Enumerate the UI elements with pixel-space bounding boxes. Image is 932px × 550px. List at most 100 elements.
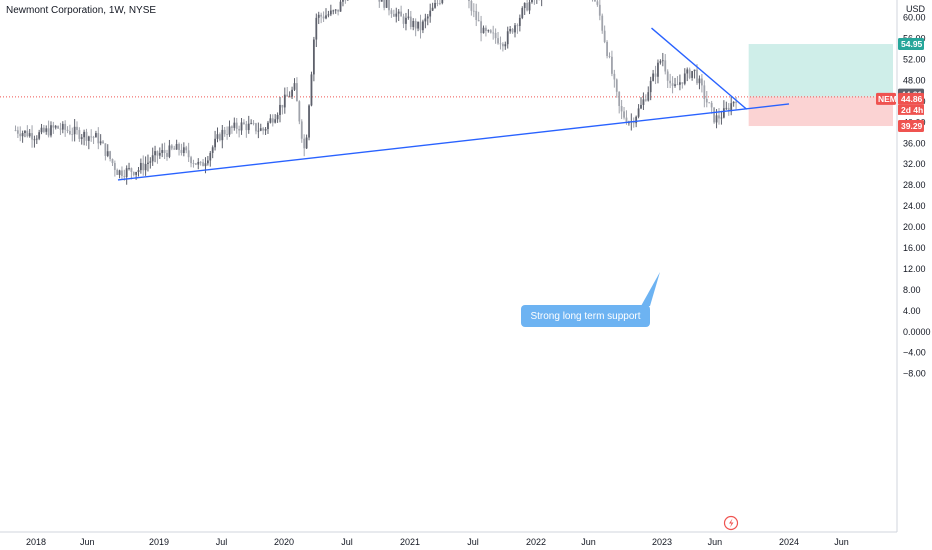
candle	[202, 158, 204, 167]
candle	[57, 125, 59, 129]
candle	[317, 11, 320, 25]
candle	[231, 125, 233, 134]
annotation-pointer	[641, 272, 660, 306]
candle	[378, 0, 381, 8]
candle	[649, 76, 652, 101]
candle	[102, 140, 104, 144]
y-tick-label: 60.00	[903, 13, 926, 23]
candle	[536, 0, 538, 4]
candle	[61, 121, 64, 134]
candle	[125, 165, 128, 185]
position-zones	[748, 44, 893, 127]
candle	[514, 23, 516, 38]
candle	[109, 150, 112, 162]
candle	[720, 110, 723, 125]
svg-text:44.86: 44.86	[901, 94, 923, 104]
x-tick-label: Jul	[341, 537, 353, 547]
y-tick-label: 16.00	[903, 243, 926, 253]
candle	[211, 145, 214, 159]
candle	[59, 122, 62, 135]
candle	[438, 0, 441, 6]
candle	[26, 125, 29, 138]
candle	[494, 28, 497, 44]
candle	[262, 126, 265, 135]
candle	[705, 91, 708, 108]
candle	[385, 0, 388, 9]
candle	[71, 127, 74, 142]
y-tick-label: 36.00	[903, 138, 926, 148]
x-tick-label: Jul	[216, 537, 228, 547]
candle	[485, 25, 487, 37]
candle	[116, 168, 119, 175]
candle	[412, 18, 415, 31]
candles	[14, 0, 737, 185]
candle	[87, 135, 90, 150]
candle	[204, 157, 207, 174]
candle	[173, 145, 176, 150]
candle	[274, 114, 277, 124]
candle	[166, 149, 168, 161]
candle	[218, 132, 221, 142]
candle	[154, 145, 156, 163]
lightning-icon[interactable]	[723, 515, 739, 531]
candle	[407, 9, 410, 20]
candle	[192, 159, 195, 168]
candle	[674, 77, 676, 88]
candle	[434, 0, 436, 9]
candle	[182, 142, 185, 157]
candle	[187, 142, 190, 162]
candle	[390, 8, 393, 18]
candle	[327, 10, 330, 18]
candle	[392, 9, 395, 17]
candle	[598, 0, 601, 21]
candle	[288, 91, 291, 98]
candle	[45, 125, 48, 135]
candle	[308, 104, 310, 141]
candle	[632, 117, 635, 128]
candle	[342, 0, 344, 7]
candle	[35, 135, 38, 144]
candle	[613, 69, 616, 88]
candle	[405, 12, 407, 31]
candle	[659, 59, 662, 65]
y-tick-label: 28.00	[903, 180, 926, 190]
candle	[596, 0, 599, 7]
candle	[190, 155, 192, 168]
candle	[615, 78, 618, 98]
svg-text:54.95: 54.95	[901, 39, 923, 49]
candle	[296, 77, 298, 102]
candle	[472, 3, 475, 18]
candle	[158, 147, 161, 159]
candle	[149, 157, 152, 169]
candle	[42, 124, 45, 134]
candle	[322, 11, 325, 22]
candle	[216, 127, 219, 143]
candle	[487, 29, 490, 33]
resistance-trendline	[651, 27, 748, 110]
candle	[669, 73, 672, 89]
candle	[703, 80, 706, 108]
candle	[400, 5, 403, 17]
candle	[54, 124, 57, 130]
candle	[671, 76, 674, 94]
candle	[194, 163, 197, 166]
symbol-badge: NEM	[876, 92, 897, 105]
candle	[247, 115, 250, 134]
candle	[339, 0, 342, 12]
candle	[47, 120, 50, 138]
candle	[33, 135, 36, 148]
candle	[168, 139, 171, 159]
support-annotation[interactable]: Strong long term support	[521, 305, 650, 327]
candle	[21, 130, 24, 143]
candle	[618, 91, 621, 114]
candle	[708, 102, 711, 104]
candle	[106, 144, 109, 158]
candle	[666, 69, 669, 88]
candle	[156, 150, 159, 164]
candle	[422, 19, 424, 34]
candle	[329, 4, 332, 17]
x-tick-label: 2018	[26, 537, 46, 547]
candle	[147, 154, 149, 172]
